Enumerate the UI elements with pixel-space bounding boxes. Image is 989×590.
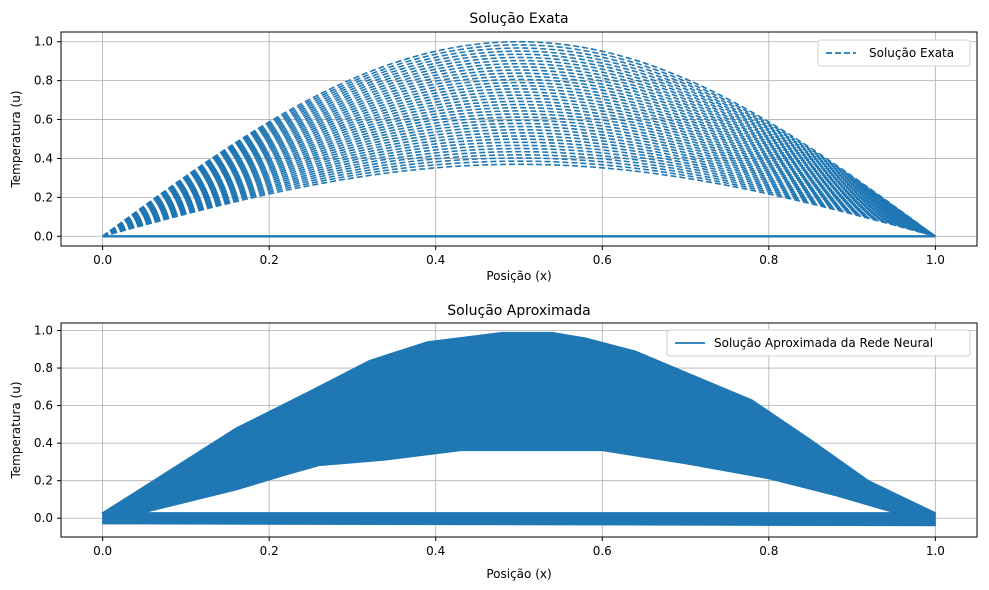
exact-curve [102,94,936,237]
exact-curve [102,72,936,237]
approx-ytick-label: 0.4 [34,436,53,450]
exact-curve [102,113,936,237]
approx-ytick-label: 0.6 [34,399,53,413]
exact-xtick-label: 0.2 [260,253,279,267]
approx-ylabel: Temperatura (u) [9,381,23,479]
approx-ticks: 0.0 0.2 0.4 0.6 0.8 1.0 0.0 0.2 0.4 0.6 0.8 1.0 [34,324,945,558]
approx-xtick-label: 0.0 [93,544,112,558]
exact-legend-box [817,39,971,67]
exact-curve [102,135,936,238]
exact-curve [102,125,936,238]
exact-curve [102,75,936,237]
exact-curve [102,163,936,238]
exact-curve [102,157,936,238]
approx-data [100,331,936,527]
exact-curve [102,141,936,238]
exact-curve [102,88,936,237]
approx-xtick-label: 1.0 [926,544,945,558]
approx-axes-frame [60,322,978,538]
exact-curve [102,144,936,238]
exact-ytick-label: 0.2 [34,190,53,204]
exact-xlabel: Posição (x) [486,269,551,283]
approx-band [100,331,936,514]
exact-curve [102,116,936,237]
approx-baseline-band [102,512,936,527]
exact-curve [102,138,936,238]
approx-legend-label: Solução Aproximada da Rede Neural [714,336,933,350]
exact-curve [102,119,936,238]
exact-ytick-label: 0.0 [34,229,53,243]
exact-data [102,40,936,238]
exact-curve [102,84,936,237]
approx-legend: Solução Aproximada da Rede Neural [666,329,971,357]
exact-curve [102,110,936,237]
approx-solution-title: Solução Aproximada [447,303,590,319]
exact-curve [102,81,936,237]
approx-ytick-label: 1.0 [34,324,53,338]
exact-xtick-label: 0.0 [93,253,112,267]
approx-ytick-label: 0.2 [34,474,53,488]
approx-legend-box [666,329,971,357]
exact-curve [102,132,936,238]
exact-curve [102,154,936,238]
exact-curve [102,97,936,237]
exact-curve [102,160,936,238]
exact-axes-frame [60,31,978,247]
approx-ytick-label: 0.8 [34,361,53,375]
exact-curve [102,56,936,237]
approx-ytick-label: 0.0 [34,511,53,525]
exact-curve [102,59,936,237]
exact-ylabel: Temperatura (u) [9,90,23,188]
exact-curve [102,69,936,237]
exact-ytick-label: 0.8 [34,74,53,88]
approx-solution-plot: Solução Aproximada 0.0 0.2 0.4 0.6 0.8 1.00.0… [9,303,978,581]
exact-solution-title: Solução Exata [469,11,568,27]
exact-ticks: 0.0 0.2 0.4 0.6 0.8 1.0 0.0 0.2 0.4 0.6 0.8 1.0 [34,35,945,267]
exact-solution-plot: Solução Exata 0.0 0.2 0.4 0.6 0.8 1.00.00.20.… [9,11,978,283]
exact-curve [102,91,936,237]
exact-legend-label: Solução Exata [869,46,954,60]
exact-xtick-label: 0.6 [593,253,612,267]
exact-legend: Solução Exata [817,39,971,67]
exact-curve [102,47,936,237]
approx-xtick-label: 0.4 [426,544,445,558]
exact-curve [102,147,936,238]
exact-xtick-label: 1.0 [926,253,945,267]
exact-ytick-label: 1.0 [34,35,53,49]
approx-xlabel: Posição (x) [486,567,551,581]
exact-curve [102,150,936,238]
approx-xtick-label: 0.2 [260,544,279,558]
exact-curve [102,128,936,238]
exact-ytick-label: 0.6 [34,113,53,127]
approx-xtick-label: 0.8 [759,544,778,558]
exact-xtick-label: 0.4 [426,253,445,267]
exact-curve [102,78,936,237]
exact-curve [102,53,936,237]
exact-curve [102,66,936,237]
approx-xtick-label: 0.6 [593,544,612,558]
exact-ytick-label: 0.4 [34,151,53,165]
exact-curve [102,103,936,237]
exact-xtick-label: 0.8 [759,253,778,267]
exact-curve [102,50,936,237]
exact-curve [102,40,936,237]
exact-curve [102,62,936,237]
exact-curve [102,122,936,238]
exact-curve [102,100,936,237]
